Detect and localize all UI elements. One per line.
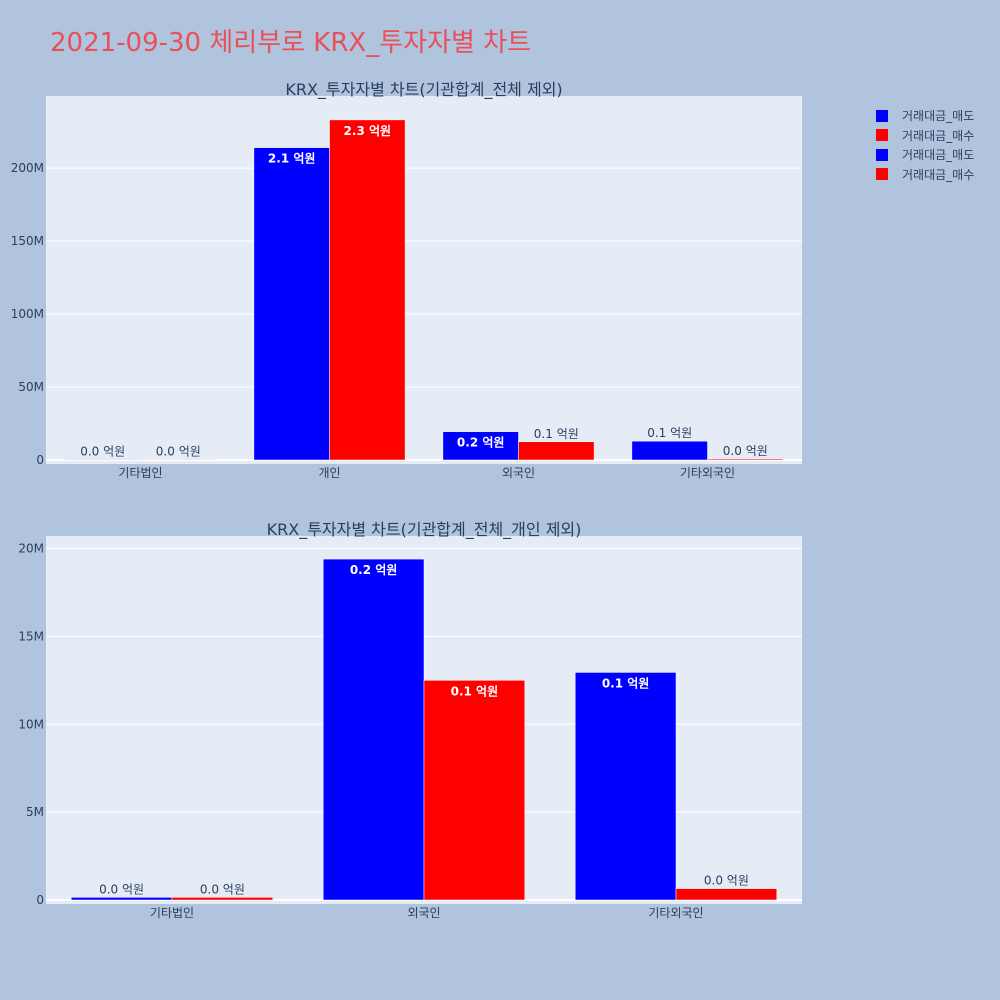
legend-item[interactable]: 거래대금_매수 <box>876 165 974 185</box>
y-tick-label: 200M <box>11 161 44 175</box>
page-title: 2021-09-30 체리부로 KRX_투자자별 차트 <box>50 28 532 58</box>
chart-title: KRX_투자자별 차트(기관합계_전체 제외) <box>285 80 562 100</box>
data-label: 0.2 억원 <box>457 436 505 450</box>
data-label: 0.0 억원 <box>723 444 768 458</box>
legend-swatch <box>876 109 888 122</box>
data-label: 0.1 억원 <box>451 684 499 698</box>
legend-item[interactable]: 거래대금_매수 <box>876 126 974 146</box>
legend-item[interactable]: 거래대금_매도 <box>876 145 974 165</box>
data-label: 0.0 억원 <box>99 882 144 896</box>
bar <box>253 147 330 461</box>
y-tick-label: 150M <box>11 234 44 248</box>
x-tick-label: 기타외국인 <box>648 906 703 920</box>
bar <box>329 119 406 461</box>
legend: 거래대금_매도 거래대금_매수 거래대금_매도 거래대금_매수 <box>876 106 974 184</box>
legend-label: 거래대금_매도 <box>902 148 975 163</box>
data-label: 2.3 억원 <box>344 124 392 138</box>
legend-swatch <box>876 129 888 142</box>
data-label: 0.0 억원 <box>156 444 201 458</box>
y-tick-label: 5M <box>26 805 44 819</box>
y-tick-label: 20M <box>18 542 44 556</box>
x-tick-label: 기타법인 <box>150 906 194 920</box>
y-tick-label: 50M <box>18 380 44 394</box>
y-tick-label: 10M <box>18 717 44 731</box>
y-tick-label: 15M <box>18 629 44 643</box>
bar <box>64 459 141 461</box>
bar <box>707 458 784 461</box>
chart-title: KRX_투자자별 차트(기관합계_전체_개인 제외) <box>267 520 582 540</box>
x-tick-label: 외국인 <box>502 466 535 480</box>
legend-swatch <box>876 168 888 181</box>
data-label: 0.0 억원 <box>200 882 245 896</box>
legend-label: 거래대금_매도 <box>902 109 975 124</box>
data-label: 0.1 억원 <box>602 676 650 690</box>
legend-label: 거래대금_매수 <box>902 167 975 182</box>
chart-panel-1: 0 50M 100M 150M 200M KRX_투자자별 차트(기관합계_전체 제외) 0… <box>11 80 802 480</box>
bar <box>518 441 595 461</box>
bar <box>140 459 217 461</box>
legend-swatch <box>876 148 888 161</box>
x-tick-label: 기타외국인 <box>680 466 735 480</box>
bar <box>70 897 173 901</box>
bar <box>631 440 708 461</box>
chart-panel-2: 0 5M 10M 15M 20M KRX_투자자별 차트(기관합계_전체_개인 제외) 0.… <box>18 520 802 920</box>
x-tick-label: 기타법인 <box>118 466 162 480</box>
data-label: 0.1 억원 <box>647 426 692 440</box>
bar <box>423 680 526 901</box>
data-label: 0.0 억원 <box>80 444 125 458</box>
y-tick-label: 100M <box>11 307 44 321</box>
data-label: 0.0 억원 <box>704 874 749 888</box>
legend-label: 거래대금_매수 <box>902 128 975 143</box>
legend-item[interactable]: 거래대금_매도 <box>876 106 974 126</box>
bar <box>675 888 778 901</box>
data-label: 0.2 억원 <box>350 563 398 577</box>
y-tick-label: 0 <box>36 893 44 907</box>
y-tick-label: 0 <box>36 453 44 467</box>
bar <box>442 431 519 461</box>
data-label: 2.1 억원 <box>268 152 316 166</box>
data-label: 0.1 억원 <box>534 427 579 441</box>
bar <box>574 672 677 901</box>
bar <box>322 558 425 901</box>
plot-area <box>46 96 802 464</box>
x-tick-label: 개인 <box>318 466 340 480</box>
bar <box>171 897 274 901</box>
x-tick-label: 외국인 <box>407 906 440 920</box>
